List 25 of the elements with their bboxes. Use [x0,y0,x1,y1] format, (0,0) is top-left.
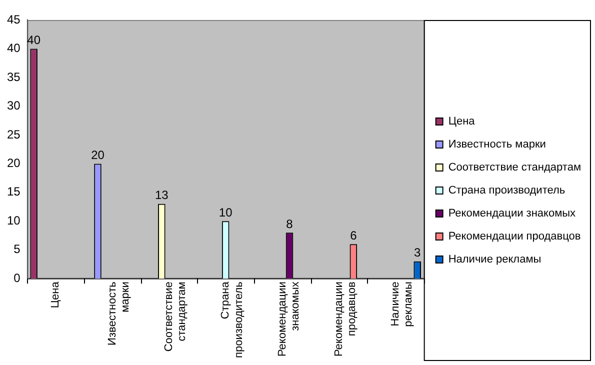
y-tick-label: 5 [14,242,21,256]
y-tick-label: 20 [6,156,21,170]
data-label: 6 [350,228,358,242]
legend-label: Рекомендации продавцов [448,230,581,243]
legend-label: Соответствие стандартам [448,162,582,174]
data-label: 13 [154,188,169,202]
legend-label: Цена [448,116,476,128]
legend-label: Наличие рекламы [448,254,542,266]
x-tick-label: Известность марки [106,281,132,346]
legend-label: Страна производитель [448,184,566,197]
x-tick-label: Цена [50,280,62,308]
data-label: 20 [91,148,105,162]
y-tick-label: 10 [6,213,21,228]
data-label: 10 [218,205,233,220]
y-tick-label: 0 [14,270,21,285]
y-tick-label: 15 [6,184,21,199]
legend-label: Известность марки [448,138,546,151]
y-tick-label: 35 [6,70,21,84]
data-label: 3 [414,246,422,260]
data-label: 8 [286,216,294,231]
y-tick-label: 25 [6,127,21,142]
y-tick-label: 30 [6,98,21,113]
y-tick-label: 40 [6,41,21,56]
y-tick-label: 45 [6,12,21,26]
legend-label: Рекомендации знакомых [448,208,576,220]
